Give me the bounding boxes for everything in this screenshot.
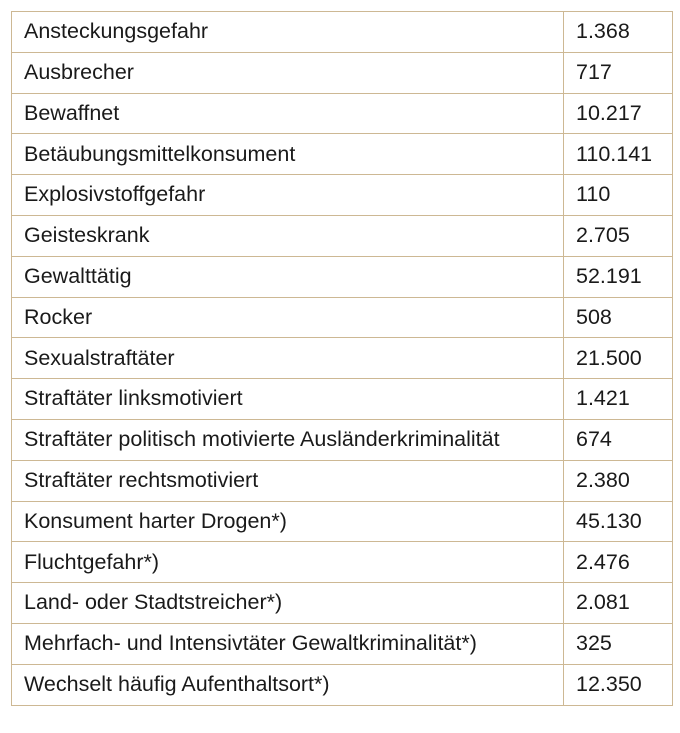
table-row: Fluchtgefahr*) 2.476 bbox=[11, 541, 673, 584]
table-row: Straftäter rechtsmotiviert 2.380 bbox=[11, 459, 673, 502]
table-row: Wechselt häufig Aufenthaltsort*) 12.350 bbox=[11, 663, 673, 706]
table-row: Betäubungsmittelkonsument 110.141 bbox=[11, 133, 673, 176]
row-value: 2.476 bbox=[563, 541, 673, 584]
table-row: Mehrfach- und Intensivtäter Gewaltkrimin… bbox=[11, 622, 673, 665]
row-label: Gewalttätig bbox=[11, 255, 564, 298]
table-row: Rocker 508 bbox=[11, 296, 673, 339]
table-row: Straftäter politisch motivierte Auslände… bbox=[11, 418, 673, 461]
table-row: Geisteskrank 2.705 bbox=[11, 214, 673, 257]
row-value: 45.130 bbox=[563, 500, 673, 543]
row-value: 2.081 bbox=[563, 582, 673, 624]
row-label: Geisteskrank bbox=[11, 214, 564, 257]
row-value: 1.368 bbox=[563, 11, 673, 53]
row-value: 21.500 bbox=[563, 337, 673, 380]
row-label: Straftäter politisch motivierte Auslände… bbox=[11, 418, 564, 461]
row-value: 110 bbox=[563, 174, 673, 216]
row-label: Sexualstraftäter bbox=[11, 337, 564, 380]
table-row: Ausbrecher 717 bbox=[11, 51, 673, 94]
row-label: Wechselt häufig Aufenthaltsort*) bbox=[11, 663, 564, 706]
row-value: 52.191 bbox=[563, 255, 673, 298]
row-label: Straftäter linksmotiviert bbox=[11, 378, 564, 420]
row-value: 110.141 bbox=[563, 133, 673, 176]
row-label: Land- oder Stadtstreicher*) bbox=[11, 582, 564, 624]
row-value: 12.350 bbox=[563, 663, 673, 706]
row-value: 2.380 bbox=[563, 459, 673, 502]
data-table: Ansteckungsgefahr 1.368 Ausbrecher 717 B… bbox=[11, 11, 673, 706]
table-row: Bewaffnet 10.217 bbox=[11, 92, 673, 135]
table-row: Ansteckungsgefahr 1.368 bbox=[11, 11, 673, 53]
row-label: Fluchtgefahr*) bbox=[11, 541, 564, 584]
table-row: Gewalttätig 52.191 bbox=[11, 255, 673, 298]
row-label: Rocker bbox=[11, 296, 564, 339]
row-value: 674 bbox=[563, 418, 673, 461]
table-row: Konsument harter Drogen*) 45.130 bbox=[11, 500, 673, 543]
table-row: Land- oder Stadtstreicher*) 2.081 bbox=[11, 582, 673, 624]
row-label: Ausbrecher bbox=[11, 51, 564, 94]
row-value: 2.705 bbox=[563, 214, 673, 257]
table-row: Sexualstraftäter 21.500 bbox=[11, 337, 673, 380]
row-value: 10.217 bbox=[563, 92, 673, 135]
table-row: Straftäter linksmotiviert 1.421 bbox=[11, 378, 673, 420]
row-label: Bewaffnet bbox=[11, 92, 564, 135]
table-body: Ansteckungsgefahr 1.368 Ausbrecher 717 B… bbox=[11, 11, 673, 706]
row-label: Betäubungsmittelkonsument bbox=[11, 133, 564, 176]
row-label: Konsument harter Drogen*) bbox=[11, 500, 564, 543]
row-value: 717 bbox=[563, 51, 673, 94]
row-label: Straftäter rechtsmotiviert bbox=[11, 459, 564, 502]
row-label: Explosivstoffgefahr bbox=[11, 174, 564, 216]
row-label: Ansteckungsgefahr bbox=[11, 11, 564, 53]
row-value: 325 bbox=[563, 622, 673, 665]
row-value: 508 bbox=[563, 296, 673, 339]
row-value: 1.421 bbox=[563, 378, 673, 420]
row-label: Mehrfach- und Intensivtäter Gewaltkrimin… bbox=[11, 622, 564, 665]
table-row: Explosivstoffgefahr 110 bbox=[11, 174, 673, 216]
